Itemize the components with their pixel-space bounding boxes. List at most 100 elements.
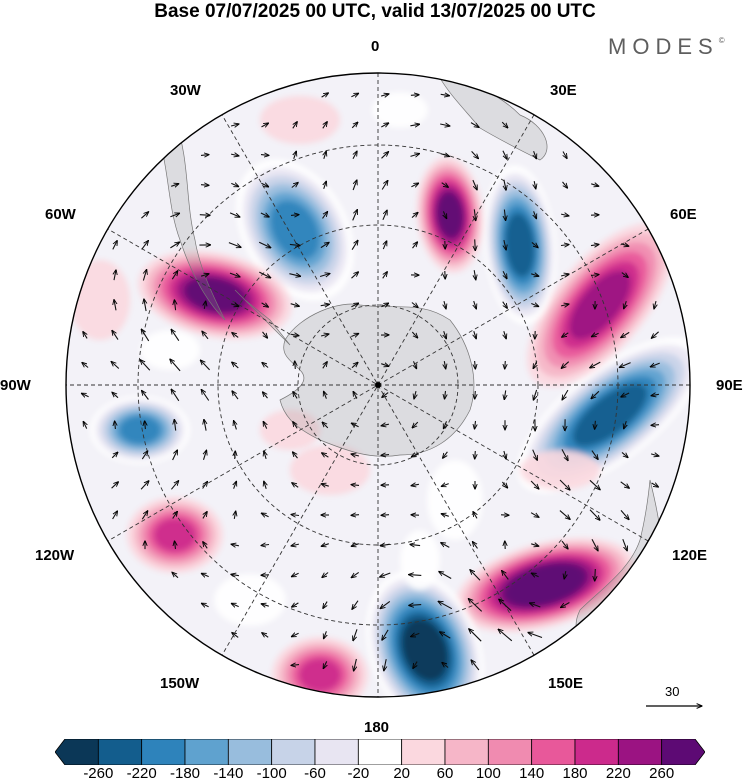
wind-arrow xyxy=(591,450,598,460)
wind-arrow xyxy=(621,272,628,278)
wind-arrow xyxy=(470,570,481,581)
wind-arrow xyxy=(112,511,118,520)
wind-arrow xyxy=(289,274,300,277)
wind-arrow xyxy=(351,240,358,250)
wind-arrow xyxy=(381,181,388,190)
wind-arrow xyxy=(172,572,179,579)
wind-arrow xyxy=(259,271,270,278)
wind-arrow xyxy=(440,94,450,95)
wind-arrow xyxy=(470,122,479,128)
lon-label-180: 180 xyxy=(364,719,390,736)
wind-arrow xyxy=(292,603,299,607)
wind-arrow xyxy=(261,604,269,606)
wind-arrow xyxy=(140,481,149,490)
wind-arrow xyxy=(295,361,296,370)
anomaly-contour-weak xyxy=(520,450,600,490)
wind-arrow xyxy=(501,481,507,488)
wind-arrow xyxy=(115,421,116,430)
wind-arrow xyxy=(498,629,513,642)
wind-arrow xyxy=(293,452,298,459)
wind-arrow xyxy=(351,303,358,307)
colorbar-segment xyxy=(574,739,619,765)
wind-arrow xyxy=(204,301,205,309)
wind-arrow xyxy=(322,572,329,578)
wind-arrow xyxy=(351,544,359,547)
wind-arrow xyxy=(200,274,209,276)
wind-arrow xyxy=(319,274,330,277)
wind-arrow xyxy=(229,272,240,277)
graticule xyxy=(66,73,690,697)
wind-arrow xyxy=(468,599,483,612)
wind-arrow xyxy=(561,449,568,460)
wind-arrow xyxy=(230,154,239,156)
colorbar-tick-label: -20 xyxy=(347,765,370,782)
modes-logo: MODES© xyxy=(608,34,725,60)
colorbar-tick-label: -260 xyxy=(83,765,114,782)
wind-arrow xyxy=(441,514,449,517)
anomaly-contour-positive xyxy=(436,191,464,239)
wind-arrow xyxy=(260,212,269,217)
wind-arrow xyxy=(381,515,390,516)
meridian-line xyxy=(107,228,649,542)
wind-arrow xyxy=(562,389,569,400)
wind-arrow xyxy=(411,331,417,338)
wind-arrow xyxy=(443,451,448,458)
wind-arrow xyxy=(383,241,386,250)
wind-arrow xyxy=(440,154,450,157)
wind-arrow xyxy=(624,421,627,429)
wind-arrow xyxy=(351,362,358,369)
colorbar-tick-label: -140 xyxy=(213,765,244,782)
wind-arrow xyxy=(322,422,329,429)
wind-arrow xyxy=(235,451,236,460)
wind-arrow xyxy=(473,512,477,519)
lon-label-0: 0 xyxy=(371,38,380,55)
wind-arrow xyxy=(293,422,298,429)
wind-arrow xyxy=(474,209,475,220)
wind-arrow xyxy=(353,629,358,640)
wind-arrow xyxy=(591,333,599,336)
wind-arrow xyxy=(533,389,536,400)
wind-arrow xyxy=(502,301,508,309)
wind-arrow xyxy=(262,633,269,638)
map-title: Base 07/07/2025 00 UTC, valid 13/07/2025… xyxy=(154,1,596,22)
wind-arrow xyxy=(264,451,266,460)
wind-arrow xyxy=(530,512,539,518)
wind-arrow xyxy=(294,151,297,159)
wind-arrow xyxy=(232,391,239,400)
antarctica xyxy=(279,303,475,457)
wind-arrow xyxy=(499,599,512,612)
colorbar-segment xyxy=(141,739,186,765)
wind-arrow xyxy=(291,544,300,546)
lon-label-30e: 30E xyxy=(550,82,577,99)
wind-arrow xyxy=(291,573,299,576)
antarctic-peninsula xyxy=(234,289,291,346)
south-pole-marker xyxy=(375,382,381,388)
wind-arrow xyxy=(175,541,176,550)
wind-arrow xyxy=(292,483,299,488)
wind-arrow xyxy=(531,304,538,307)
wind-arrow xyxy=(531,241,538,247)
wind-arrow xyxy=(560,304,569,306)
anomaly-contour-weak xyxy=(70,260,130,340)
anomaly-contour-negative xyxy=(572,383,648,447)
anomaly-contour-positive xyxy=(510,566,580,604)
wind-arrow xyxy=(202,482,208,489)
wind-arrow xyxy=(474,300,477,309)
wind-arrow xyxy=(382,272,388,279)
lon-label-90e: 90E xyxy=(716,377,743,394)
wind-arrow xyxy=(351,423,359,427)
wind-arrow xyxy=(559,510,570,520)
wind-arrow xyxy=(621,244,629,246)
wind-arrow xyxy=(411,633,420,636)
wind-arrow xyxy=(111,452,118,459)
wind-arrow xyxy=(590,275,599,276)
lon-label-30w: 30W xyxy=(170,82,201,99)
wind-arrow xyxy=(474,270,476,280)
wind-arrow xyxy=(409,575,422,576)
wind-arrow xyxy=(414,390,416,399)
wind-arrow xyxy=(353,391,357,399)
wind-arrow xyxy=(112,241,117,250)
wind-arrow xyxy=(531,573,539,577)
wind-arrow xyxy=(534,151,537,159)
wind-arrow xyxy=(324,181,327,189)
